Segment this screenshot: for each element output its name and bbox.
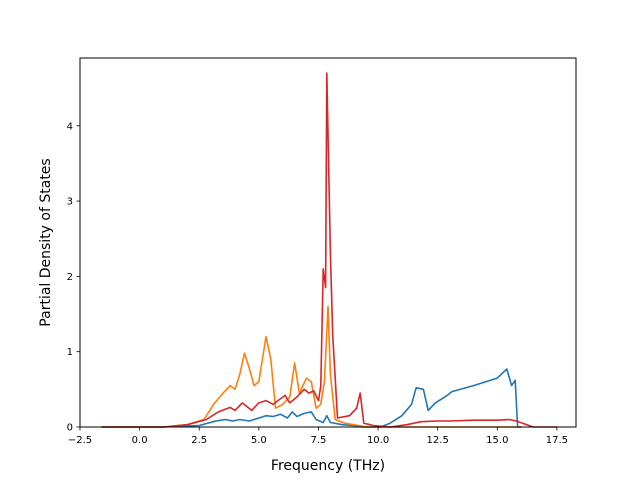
series-layer — [101, 72, 557, 428]
series-line-1 — [101, 368, 522, 428]
y-tick-label: 0 — [67, 423, 73, 434]
x-tick-label: 2.5 — [191, 435, 207, 446]
y-tick-label: 2 — [67, 272, 73, 283]
series-line-2 — [101, 305, 522, 428]
x-tick-label: 5.0 — [251, 435, 267, 446]
x-tick-label: 12.5 — [427, 435, 449, 446]
x-tick-label: 15.0 — [486, 435, 508, 446]
y-tick-label: 1 — [67, 347, 73, 358]
series-line-3 — [101, 72, 557, 428]
x-axis-label: Frequency (THz) — [271, 458, 385, 474]
x-tick-label: 7.5 — [311, 435, 327, 446]
y-axis-label: Partial Density of States — [38, 158, 54, 326]
x-tick-label: −2.5 — [68, 435, 92, 446]
x-tick-label: 0.0 — [132, 435, 148, 446]
y-ticks: 0 1 2 3 4 — [67, 121, 80, 434]
y-tick-label: 4 — [67, 121, 73, 132]
x-tick-label: 10.0 — [367, 435, 389, 446]
plot-frame — [79, 57, 577, 428]
y-tick-label: 3 — [67, 197, 73, 208]
x-tick-label: 17.5 — [546, 435, 568, 446]
x-ticks: −2.5 0.0 2.5 5.0 7.5 10.0 12.5 15.0 17.5 — [68, 427, 568, 446]
